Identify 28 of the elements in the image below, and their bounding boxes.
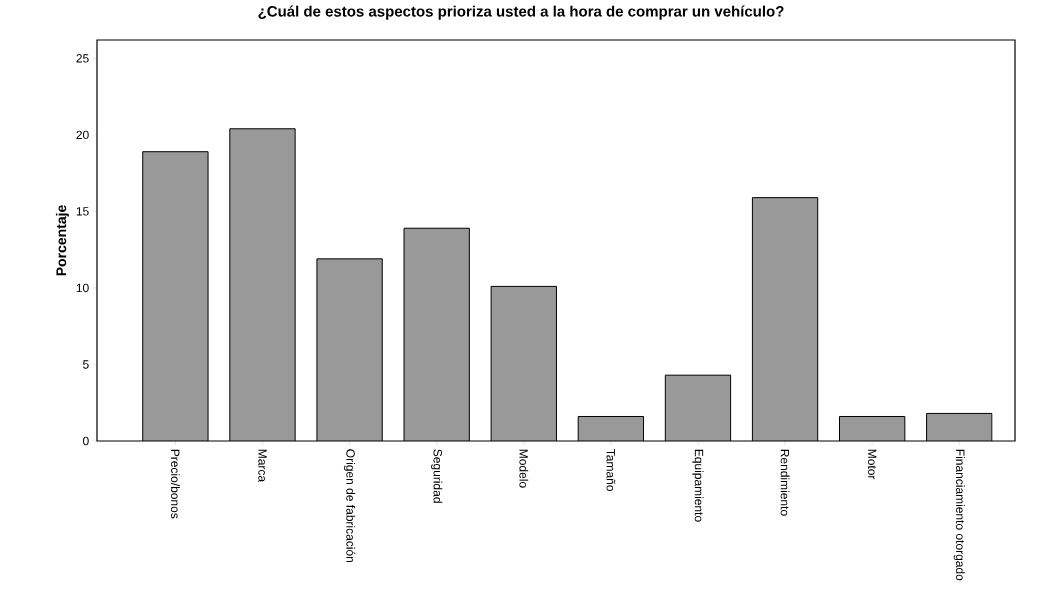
x-tick-label: Marca — [258, 449, 267, 483]
bar — [839, 416, 905, 441]
bar — [404, 228, 470, 441]
bar — [142, 151, 209, 441]
y-tick-label: 25 — [76, 54, 89, 63]
bar — [316, 258, 383, 441]
y-tick-label: 10 — [76, 283, 89, 293]
x-tick-label: Modelo — [519, 449, 529, 488]
bar — [491, 286, 557, 441]
x-tick-label: Precio/bonos — [171, 449, 180, 519]
bar — [229, 128, 296, 441]
y-tick-label: 15 — [76, 207, 89, 216]
x-tick-label: Motor — [867, 449, 877, 480]
y-tick-label: 20 — [76, 130, 89, 140]
chart-title: ¿Cuál de estos aspectos prioriza usted a la hora de comprar un vehículo? — [258, 5, 784, 20]
bar — [752, 197, 818, 441]
bar — [578, 416, 644, 441]
x-tick-label: Equipamiento — [692, 449, 704, 522]
x-tick-label: Origen de fabricación — [343, 449, 356, 563]
bar — [665, 375, 731, 441]
bar — [926, 412, 993, 441]
x-tick-label: Tamaño — [606, 449, 616, 491]
y-tick-label: 5 — [83, 360, 89, 369]
x-tick-label: Rendimiento — [780, 449, 790, 516]
x-tick-label: Financiamiento otorgado — [953, 449, 965, 581]
y-axis-title: Porcentaje — [55, 205, 69, 276]
y-tick-label: 0 — [83, 436, 89, 446]
x-tick-label: Seguridad — [431, 449, 443, 503]
